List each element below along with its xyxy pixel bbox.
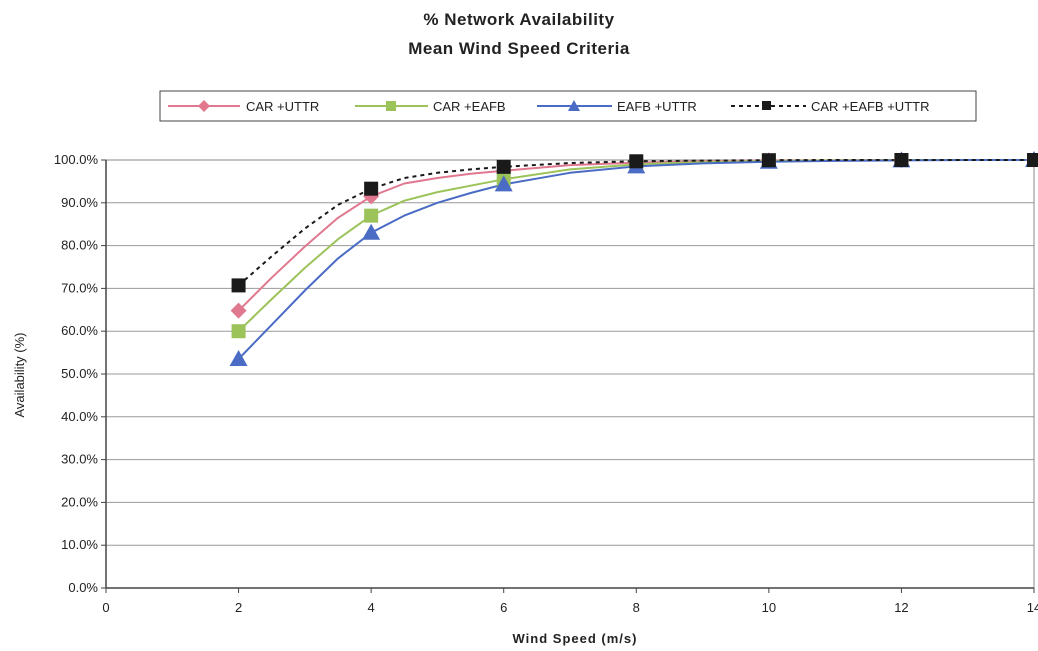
y-tick-label: 50.0%	[61, 366, 98, 381]
legend-label-car-eafb: CAR +EAFB	[433, 99, 506, 114]
x-tick-label: 4	[368, 600, 375, 615]
legend-item-car-eafb: CAR +EAFB	[355, 99, 506, 114]
legend-label-car-uttr: CAR +UTTR	[246, 99, 319, 114]
y-tick-label: 40.0%	[61, 409, 98, 424]
marker-triangle	[494, 175, 513, 192]
legend-square-icon	[386, 101, 396, 111]
x-axis-title: Wind Speed (m/s)	[513, 631, 638, 646]
legend: CAR +UTTR CAR +EAFB EAFB +UTTR CAR +EAFB…	[159, 90, 977, 122]
x-tick-label: 8	[633, 600, 640, 615]
legend-diamond-icon	[198, 100, 210, 112]
legend-label-eafb-uttr: EAFB +UTTR	[617, 99, 697, 114]
y-tick-label: 30.0%	[61, 452, 98, 467]
y-tick-label: 70.0%	[61, 280, 98, 295]
series-markers	[229, 151, 1038, 367]
marker-square-black	[761, 153, 776, 168]
x-tick-label: 10	[762, 600, 776, 615]
x-tick-label: 14	[1027, 600, 1038, 615]
marker-square	[364, 208, 379, 223]
y-tick-label: 90.0%	[61, 195, 98, 210]
y-axis: 0.0% 10.0% 20.0% 30.0% 40.0% 50.0% 60.0% 70.0% 8…	[54, 152, 107, 595]
legend-label-all: CAR +EAFB +UTTR	[811, 99, 929, 114]
y-tick-label: 80.0%	[61, 238, 98, 253]
y-tick-label: 0.0%	[68, 580, 98, 595]
y-tick-label: 60.0%	[61, 323, 98, 338]
series-line-3	[237, 159, 1034, 287]
gridlines	[106, 159, 1034, 589]
chart-subtitle: Mean Wind Speed Criteria	[408, 39, 630, 58]
series-lines	[237, 159, 1034, 360]
marker-triangle	[229, 350, 248, 367]
marker-square-black	[894, 153, 909, 167]
marker-square	[231, 324, 246, 339]
marker-square-black	[629, 154, 644, 169]
marker-diamond	[230, 302, 247, 319]
legend-black-square-icon	[762, 101, 771, 110]
x-axis: 0 2 4 6 8 10 12 14	[102, 587, 1038, 615]
y-axis-title: Availability (%)	[12, 332, 27, 417]
x-tick-label: 2	[235, 600, 242, 615]
x-tick-label: 6	[500, 600, 507, 615]
x-tick-label: 12	[894, 600, 908, 615]
x-tick-label: 0	[102, 600, 109, 615]
marker-square-black	[1027, 153, 1038, 167]
y-tick-label: 100.0%	[54, 152, 99, 167]
marker-square-black	[231, 278, 246, 293]
legend-item-all: CAR +EAFB +UTTR	[731, 99, 929, 114]
y-tick-label: 10.0%	[61, 537, 98, 552]
y-tick-label: 20.0%	[61, 494, 98, 509]
marker-triangle	[362, 223, 381, 240]
marker-square-black	[496, 159, 511, 174]
marker-square-black	[364, 181, 379, 196]
series-line-2	[237, 159, 1034, 360]
legend-item-eafb-uttr: EAFB +UTTR	[537, 99, 697, 114]
legend-triangle-icon	[568, 100, 580, 111]
legend-item-car-uttr: CAR +UTTR	[168, 99, 319, 114]
chart-title: % Network Availability	[423, 10, 614, 29]
